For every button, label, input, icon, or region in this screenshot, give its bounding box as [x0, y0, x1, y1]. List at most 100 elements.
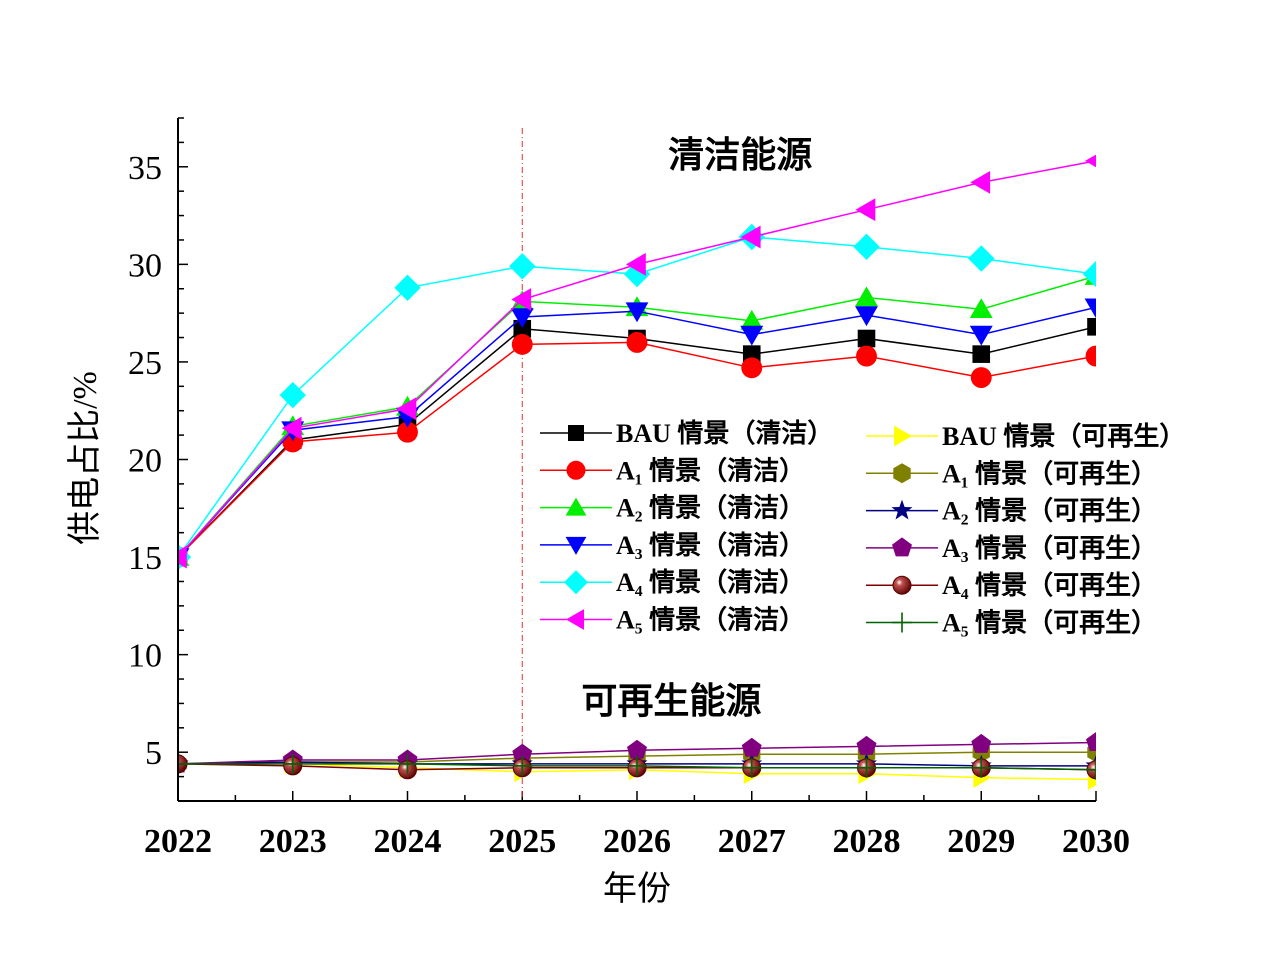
x-tick-label: 2025 [488, 823, 556, 860]
data-point [397, 421, 418, 443]
legend-item: BAU 情景（可再生） [866, 422, 1185, 451]
legend-item: A₅ 情景（可再生） [866, 609, 1157, 638]
annotation-renewable-energy: 可再生能源 [581, 681, 761, 721]
series-layer [178, 154, 1096, 790]
data-point [1086, 759, 1096, 780]
legend-marker [894, 425, 912, 447]
legend-item: A₃ 情景（可再生） [866, 534, 1157, 563]
x-tick-label: 2024 [374, 823, 442, 860]
data-point [856, 345, 877, 367]
legend-marker [891, 499, 913, 520]
y-tick-label: 15 [128, 540, 162, 577]
legend-label: BAU 情景（清洁） [616, 419, 833, 448]
data-point [970, 367, 992, 388]
data-point [627, 755, 647, 776]
data-point [855, 198, 876, 222]
legend-marker [892, 612, 912, 633]
legend-label: A₃ 情景（清洁） [616, 531, 805, 560]
y-tick-label: 5 [145, 735, 162, 772]
data-point [740, 325, 764, 346]
legend-item: A₄ 情景（可再生） [866, 571, 1157, 600]
y-tick-label: 20 [128, 443, 162, 480]
legend-marker [568, 425, 584, 441]
data-point [509, 253, 536, 280]
legend-marker [565, 536, 587, 555]
data-point [279, 381, 306, 409]
data-point [1087, 318, 1096, 336]
legend-item: A₅ 情景（清洁） [540, 606, 805, 635]
data-point [741, 357, 763, 379]
legend-label: A₅ 情景（清洁） [616, 606, 805, 635]
data-point [741, 757, 762, 778]
legend-item: A₂ 情景（可再生） [866, 497, 1157, 526]
x-axis-title: 年份 [603, 870, 671, 908]
legend-label: BAU 情景（可再生） [942, 422, 1185, 451]
data-point [510, 308, 534, 328]
data-point [513, 319, 532, 338]
data-point [971, 757, 992, 778]
x-tick-label: 2028 [833, 823, 901, 860]
y-tick-label: 10 [128, 638, 162, 675]
data-point [626, 252, 646, 276]
data-point [970, 171, 991, 194]
data-point [1085, 154, 1096, 168]
data-point [740, 309, 764, 330]
data-point [178, 753, 188, 774]
y-tick-label: 25 [128, 345, 162, 382]
x-tick-label: 2022 [144, 823, 212, 860]
legend-label: A₂ 情景（清洁） [616, 494, 805, 523]
legend-label: A₁ 情景（清洁） [616, 456, 805, 485]
legend-item: A₄ 情景（清洁） [540, 568, 805, 597]
x-tick-label: 2030 [1062, 823, 1130, 860]
data-point [397, 753, 418, 774]
data-point [1082, 260, 1096, 288]
data-point [178, 545, 187, 569]
data-point [512, 743, 533, 763]
data-point [856, 735, 877, 755]
data-point [511, 288, 532, 311]
data-point [1086, 732, 1096, 751]
data-point [626, 331, 648, 353]
series-5 [178, 154, 1096, 569]
data-point [853, 233, 880, 260]
legend-item: A₁ 情景（清洁） [540, 456, 805, 485]
data-point [856, 757, 877, 778]
legend: BAU 情景（清洁） A₁ 情景（清洁） A₂ 情景（清洁） A₃ 情景（清洁） A₄ … [540, 419, 1185, 638]
legend-label: A₄ 情景（可再生） [942, 571, 1157, 600]
axes [177, 118, 1096, 802]
legend-label: A₁ 情景（可再生） [942, 459, 1157, 488]
data-point [396, 397, 417, 421]
y-axis-title: 供电占比/% [66, 371, 104, 545]
data-point [625, 302, 649, 323]
legend-item: BAU 情景（清洁） [540, 419, 833, 448]
legend-item: A₂ 情景（清洁） [540, 494, 805, 523]
data-point [971, 733, 992, 753]
x-tick-label: 2027 [718, 823, 786, 860]
data-point [969, 325, 993, 346]
data-point [511, 333, 533, 355]
data-point [394, 274, 421, 301]
y-tick-label: 30 [128, 247, 162, 284]
legend-item: A₁ 情景（可再生） [866, 459, 1157, 488]
data-point [855, 306, 878, 327]
data-point [1084, 298, 1096, 319]
data-point [627, 739, 647, 759]
legend-item: A₃ 情景（清洁） [540, 531, 805, 560]
data-point [282, 753, 303, 774]
data-point [855, 286, 878, 307]
legend-marker [566, 460, 586, 480]
x-tick-label: 2026 [603, 823, 671, 860]
series-11 [178, 753, 1096, 780]
legend-marker [566, 609, 584, 630]
legend-label: A₂ 情景（可再生） [942, 497, 1157, 526]
data-point [512, 755, 533, 776]
legend-marker [564, 570, 588, 595]
x-tick-label: 2023 [259, 823, 327, 860]
legend-label: A₃ 情景（可再生） [942, 534, 1157, 563]
data-point [969, 298, 993, 318]
annotation-clean-energy: 清洁能源 [668, 135, 812, 175]
legend-marker [893, 463, 911, 484]
data-point [281, 416, 302, 440]
